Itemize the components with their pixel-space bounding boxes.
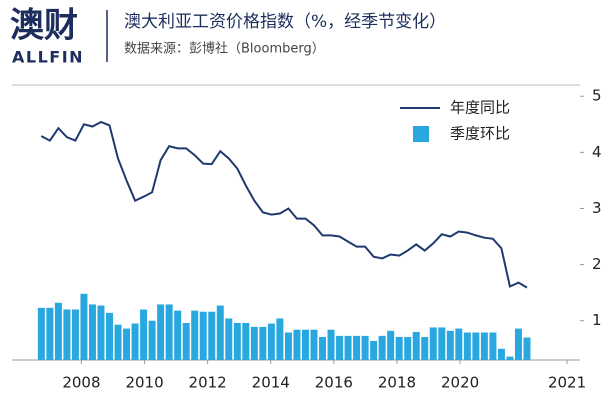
bar — [336, 335, 344, 360]
bar — [489, 332, 497, 360]
x-tick-label: 2008 — [62, 374, 100, 392]
bar — [88, 304, 96, 360]
bar — [472, 332, 480, 360]
legend-swatch — [413, 126, 429, 142]
legend-label: 年度同比 — [450, 99, 510, 117]
bar — [480, 332, 488, 360]
bar — [140, 309, 148, 360]
bar — [148, 320, 156, 360]
bar — [208, 311, 216, 360]
chart-subtitle: 数据来源：彭博社（Bloomberg） — [124, 41, 325, 57]
bar — [361, 335, 369, 360]
bar — [455, 328, 463, 360]
y-tick-label: 1 — [592, 311, 602, 329]
bar — [378, 335, 386, 360]
bar — [182, 322, 190, 360]
bar — [225, 318, 233, 360]
bar — [327, 329, 335, 360]
bar — [97, 305, 105, 360]
bar — [157, 304, 165, 360]
bar — [123, 328, 131, 360]
bar — [71, 309, 79, 360]
bar — [387, 330, 395, 360]
bar — [199, 311, 207, 360]
bar — [438, 327, 446, 360]
bar — [37, 307, 45, 360]
x-tick-label: 2010 — [125, 374, 163, 392]
bar — [233, 322, 241, 360]
x-tick-label: 2020 — [441, 374, 479, 392]
y-tick-label: 2 — [592, 255, 602, 273]
bar — [497, 348, 505, 360]
logo: 澳财 — [10, 6, 78, 46]
x-tick-label: 2012 — [189, 374, 227, 392]
bar — [293, 329, 301, 360]
bar — [114, 324, 122, 360]
x-tick-label: 2018 — [378, 374, 416, 392]
bar — [370, 340, 378, 360]
y-tick-label: 3 — [592, 199, 602, 217]
logo-sub: ALLFIN — [12, 48, 84, 67]
bar — [523, 337, 531, 360]
bar — [259, 326, 267, 360]
bar — [353, 335, 361, 360]
bar — [106, 312, 114, 360]
bar — [63, 309, 71, 360]
bar — [421, 336, 429, 360]
bar — [276, 318, 284, 360]
bar — [46, 307, 54, 360]
x-tick-label: 2014 — [252, 374, 290, 392]
bar — [242, 322, 250, 360]
bar — [446, 330, 454, 360]
bar — [395, 336, 403, 360]
legend-label: 季度环比 — [450, 125, 510, 143]
bar — [319, 336, 327, 360]
x-tick-label: 2016 — [315, 374, 353, 392]
bar — [429, 327, 437, 360]
bar — [344, 335, 352, 360]
bar — [216, 305, 224, 360]
chart-title: 澳大利亚工资价格指数（%，经季节变化） — [124, 12, 446, 32]
bar — [267, 323, 275, 360]
bar — [165, 304, 173, 360]
bar — [301, 329, 309, 360]
bar — [514, 328, 522, 360]
bar — [284, 332, 292, 360]
bar — [54, 302, 62, 360]
bar — [174, 310, 182, 360]
y-tick-label: 4 — [592, 143, 602, 161]
line — [40, 120, 528, 289]
bar — [80, 293, 88, 360]
y-tick-label: 5 — [592, 87, 602, 105]
bar — [506, 356, 514, 360]
bar — [310, 329, 318, 360]
bar — [404, 336, 412, 360]
bar — [131, 323, 139, 360]
x-tick-label: 2021 — [548, 374, 586, 392]
bar — [191, 310, 199, 360]
bar — [250, 326, 258, 360]
bar — [412, 331, 420, 360]
bar — [463, 332, 471, 360]
